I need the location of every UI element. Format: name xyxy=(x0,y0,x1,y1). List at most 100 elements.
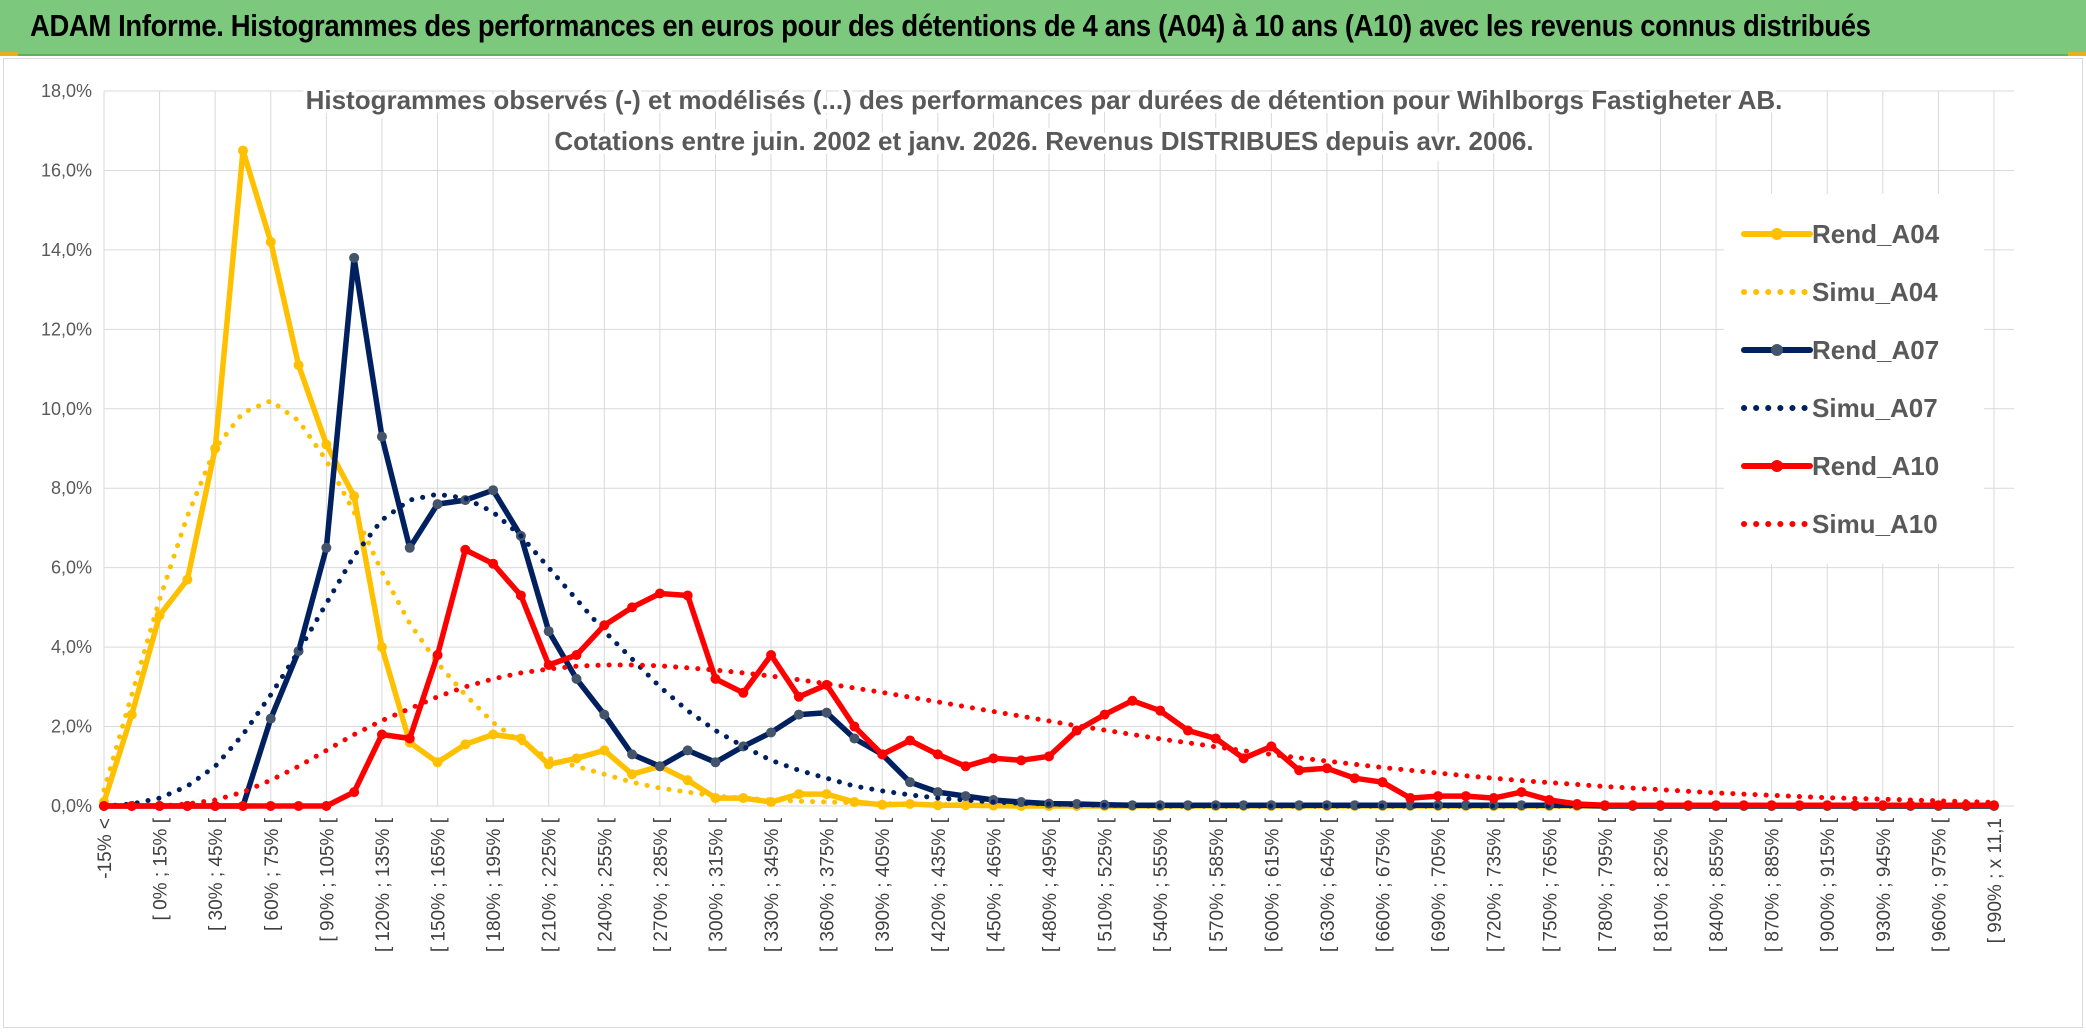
data-point-rend_a07 xyxy=(766,727,777,738)
data-point-rend_a04 xyxy=(543,759,554,770)
x-tick-label: [ 240% ; 255% [ xyxy=(595,817,616,952)
data-point-rend_a10 xyxy=(1599,800,1610,811)
data-point-rend_a10 xyxy=(599,620,610,631)
data-point-rend_a04 xyxy=(349,491,360,502)
data-point-rend_a07 xyxy=(821,707,832,718)
header-corner-left xyxy=(0,52,18,56)
data-point-rend_a07 xyxy=(682,745,693,756)
x-tick-label: [ 300% ; 315% [ xyxy=(706,817,727,952)
data-point-rend_a07 xyxy=(488,485,499,496)
data-point-rend_a10 xyxy=(237,801,248,811)
y-tick-label: 8,0% xyxy=(51,478,92,498)
data-point-rend_a10 xyxy=(1989,800,1999,811)
x-tick-label: [ 210% ; 225% [ xyxy=(540,817,561,952)
report-title: ADAM Informe. Histogrammes des performan… xyxy=(30,8,1871,43)
data-point-rend_a04 xyxy=(460,739,471,750)
data-point-rend_a10 xyxy=(1738,800,1749,811)
data-point-rend_a04 xyxy=(293,360,304,371)
data-point-rend_a07 xyxy=(710,757,721,768)
data-point-rend_a07 xyxy=(1405,800,1416,811)
header-corner-right xyxy=(2068,52,2086,56)
data-point-rend_a07 xyxy=(1294,800,1305,811)
data-point-rend_a10 xyxy=(1627,800,1638,811)
x-tick-label: -15% < xyxy=(95,818,116,879)
data-point-rend_a10 xyxy=(932,749,943,760)
data-point-rend_a10 xyxy=(1044,751,1054,762)
data-point-rend_a10 xyxy=(1933,800,1944,811)
data-point-rend_a10 xyxy=(1127,695,1138,706)
data-point-rend_a10 xyxy=(1071,725,1082,736)
data-point-rend_a10 xyxy=(849,721,860,732)
data-point-rend_a10 xyxy=(766,650,777,661)
data-point-rend_a07 xyxy=(932,787,943,798)
y-tick-label: 14,0% xyxy=(41,240,92,260)
data-point-rend_a10 xyxy=(1905,800,1916,811)
data-point-rend_a10 xyxy=(1822,800,1833,811)
x-tick-label: [ 720% ; 735% [ xyxy=(1485,817,1506,952)
data-point-rend_a04 xyxy=(488,729,499,740)
x-tick-label: [ 840% ; 855% [ xyxy=(1707,817,1728,952)
x-tick-label: [ 150% ; 165% [ xyxy=(429,817,450,952)
data-point-rend_a07 xyxy=(1071,799,1082,810)
data-point-rend_a07 xyxy=(1182,800,1193,811)
data-point-rend_a07 xyxy=(1238,800,1249,811)
x-tick-label: [ 630% ; 645% [ xyxy=(1318,817,1339,952)
legend-label-rend_a07: Rend_A07 xyxy=(1812,335,1939,365)
data-point-rend_a07 xyxy=(321,542,332,553)
data-point-rend_a07 xyxy=(571,673,582,684)
x-tick-label: [ 690% ; 705% [ xyxy=(1429,817,1450,952)
data-point-rend_a10 xyxy=(376,729,387,740)
data-point-rend_a10 xyxy=(432,650,443,661)
x-tick-label: [ 960% ; 975% [ xyxy=(1929,817,1950,952)
data-point-rend_a04 xyxy=(432,757,443,768)
data-point-rend_a10 xyxy=(488,558,499,569)
data-point-rend_a07 xyxy=(849,733,860,744)
data-point-rend_a07 xyxy=(599,709,610,720)
x-tick-label: [ 90% ; 105% [ xyxy=(317,817,338,941)
data-point-rend_a07 xyxy=(376,431,387,442)
data-point-rend_a10 xyxy=(1794,800,1805,811)
data-point-rend_a07 xyxy=(1460,800,1471,811)
data-point-rend_a10 xyxy=(988,753,999,764)
data-point-rend_a07 xyxy=(793,709,804,720)
data-point-rend_a10 xyxy=(1238,753,1249,764)
data-point-rend_a10 xyxy=(654,588,665,599)
data-point-rend_a10 xyxy=(515,590,526,601)
x-tick-label: [ 930% ; 945% [ xyxy=(1874,817,1895,952)
y-tick-label: 10,0% xyxy=(41,399,92,419)
x-tick-label: [ 270% ; 285% [ xyxy=(651,817,672,952)
data-point-rend_a07 xyxy=(960,791,971,802)
x-tick-label: [ 600% ; 615% [ xyxy=(1262,817,1283,952)
data-point-rend_a10 xyxy=(1544,795,1555,806)
data-point-rend_a10 xyxy=(877,749,888,760)
data-point-rend_a07 xyxy=(627,749,638,760)
data-point-rend_a10 xyxy=(1711,800,1722,811)
y-tick-label: 6,0% xyxy=(51,558,92,578)
data-point-rend_a10 xyxy=(682,590,693,601)
data-point-rend_a10 xyxy=(1655,800,1666,811)
data-point-rend_a10 xyxy=(710,673,721,684)
data-point-rend_a04 xyxy=(599,745,610,756)
x-tick-label: [ 870% ; 885% [ xyxy=(1763,817,1784,952)
legend-marker-rend_a07 xyxy=(1771,344,1783,356)
x-tick-label: [ 510% ; 525% [ xyxy=(1096,817,1117,952)
x-tick-label: [ 120% ; 135% [ xyxy=(373,817,394,952)
x-tick-label: [ 60% ; 75% [ xyxy=(262,817,283,931)
legend-label-simu_a10: Simu_A10 xyxy=(1812,509,1938,539)
data-point-rend_a07 xyxy=(654,761,665,772)
x-tick-label: [ 540% ; 555% [ xyxy=(1151,817,1172,952)
legend-label-simu_a04: Simu_A04 xyxy=(1812,277,1938,307)
y-tick-label: 18,0% xyxy=(41,81,92,101)
data-point-rend_a04 xyxy=(154,610,165,621)
data-point-rend_a10 xyxy=(1850,800,1861,811)
data-point-rend_a10 xyxy=(1683,800,1694,811)
data-point-rend_a04 xyxy=(321,439,332,450)
data-point-rend_a10 xyxy=(404,733,415,744)
data-point-rend_a04 xyxy=(376,642,387,653)
chart-title-line: Histogrammes observés (-) et modélisés (… xyxy=(306,85,1783,115)
x-tick-label: [ 990% ; x 11,1 xyxy=(1985,818,2006,943)
data-point-rend_a10 xyxy=(126,801,137,811)
data-point-rend_a10 xyxy=(1460,791,1471,802)
data-point-rend_a10 xyxy=(321,801,332,811)
data-point-rend_a10 xyxy=(543,659,554,670)
